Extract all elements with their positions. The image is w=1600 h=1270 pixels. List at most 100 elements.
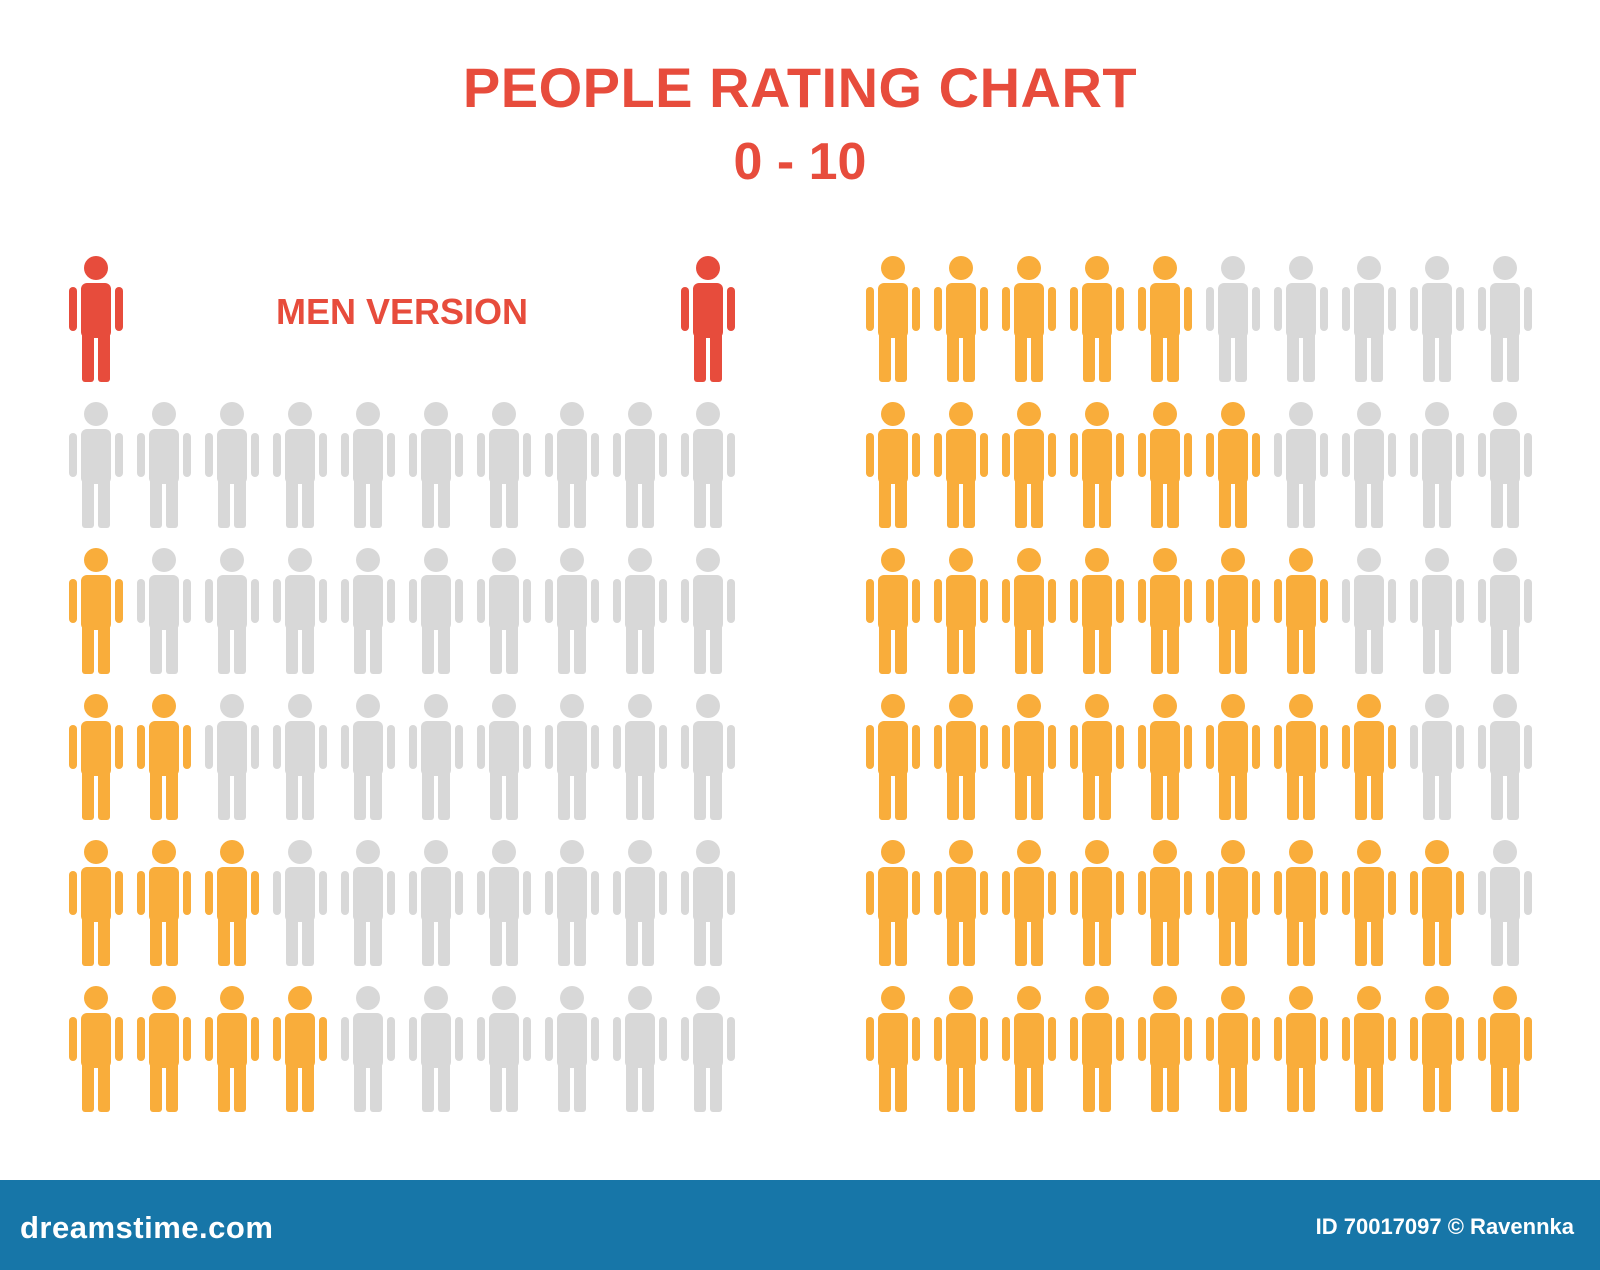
rating-8-person-4-filled-icon <box>1070 694 1124 820</box>
legend-marker-right-icon <box>681 256 735 382</box>
footer-site[interactable]: dreamstime.com <box>20 1210 274 1245</box>
rating-9-person-7-filled-icon <box>1274 840 1328 966</box>
rating-9-person-6-filled-icon <box>1206 840 1260 966</box>
rating-5-person-10-empty-icon <box>1478 256 1532 382</box>
rating-8-person-10-empty-icon <box>1478 694 1532 820</box>
rating-5-person-3-filled-icon <box>1002 256 1056 382</box>
rating-8-person-2-filled-icon <box>934 694 988 820</box>
rating-6-person-8-empty-icon <box>1342 402 1396 528</box>
rating-7-person-8-empty-icon <box>1342 548 1396 674</box>
rating-10-person-2-filled-icon <box>934 986 988 1112</box>
rating-0-person-5-empty-icon <box>341 402 395 528</box>
rating-10-person-3-filled-icon <box>1002 986 1056 1112</box>
rating-6-person-6-filled-icon <box>1206 402 1260 528</box>
rating-2-person-2-filled-icon <box>137 694 191 820</box>
rating-2-person-7-empty-icon <box>477 694 531 820</box>
rating-2-person-5-empty-icon <box>341 694 395 820</box>
rating-1-person-1-filled-icon <box>69 548 123 674</box>
footer-bar: dreamstime.com ID 70017097 © Ravennka <box>0 1180 1600 1270</box>
rating-3-person-8-empty-icon <box>545 840 599 966</box>
rating-10-person-1-filled-icon <box>866 986 920 1112</box>
rating-1-person-9-empty-icon <box>613 548 667 674</box>
rating-5-person-2-filled-icon <box>934 256 988 382</box>
rating-6-person-2-filled-icon <box>934 402 988 528</box>
rating-2-person-8-empty-icon <box>545 694 599 820</box>
rating-10-person-7-filled-icon <box>1274 986 1328 1112</box>
rating-6-person-4-filled-icon <box>1070 402 1124 528</box>
rating-3-person-1-filled-icon <box>69 840 123 966</box>
rating-8-person-7-filled-icon <box>1274 694 1328 820</box>
rating-1-person-5-empty-icon <box>341 548 395 674</box>
rating-2-person-9-empty-icon <box>613 694 667 820</box>
rating-3-person-4-empty-icon <box>273 840 327 966</box>
rating-4-person-5-empty-icon <box>341 986 395 1112</box>
rating-4-person-9-empty-icon <box>613 986 667 1112</box>
rating-10-person-10-filled-icon <box>1478 986 1532 1112</box>
rating-6-person-1-filled-icon <box>866 402 920 528</box>
rating-2-person-3-empty-icon <box>205 694 259 820</box>
rating-9-person-3-filled-icon <box>1002 840 1056 966</box>
footer-credit: ID 70017097 © Ravennka <box>1315 1214 1574 1239</box>
rating-10-person-4-filled-icon <box>1070 986 1124 1112</box>
chart-title: PEOPLE RATING CHART <box>462 56 1138 119</box>
rating-7-person-9-empty-icon <box>1410 548 1464 674</box>
rating-10-person-9-filled-icon <box>1410 986 1464 1112</box>
rating-1-person-7-empty-icon <box>477 548 531 674</box>
rating-5-person-7-empty-icon <box>1274 256 1328 382</box>
pictogram-chart <box>69 256 1532 1112</box>
rating-0-person-2-empty-icon <box>137 402 191 528</box>
rating-9-person-9-filled-icon <box>1410 840 1464 966</box>
rating-7-person-4-filled-icon <box>1070 548 1124 674</box>
rating-2-person-1-filled-icon <box>69 694 123 820</box>
rating-9-person-1-filled-icon <box>866 840 920 966</box>
rating-4-person-10-empty-icon <box>681 986 735 1112</box>
rating-0-person-1-empty-icon <box>69 402 123 528</box>
rating-3-person-6-empty-icon <box>409 840 463 966</box>
rating-4-person-8-empty-icon <box>545 986 599 1112</box>
legend-marker-left-icon <box>69 256 123 382</box>
rating-4-person-1-filled-icon <box>69 986 123 1112</box>
rating-8-person-6-filled-icon <box>1206 694 1260 820</box>
rating-5-person-9-empty-icon <box>1410 256 1464 382</box>
rating-0-person-3-empty-icon <box>205 402 259 528</box>
rating-2-person-10-empty-icon <box>681 694 735 820</box>
rating-5-person-8-empty-icon <box>1342 256 1396 382</box>
rating-8-person-8-filled-icon <box>1342 694 1396 820</box>
rating-6-person-9-empty-icon <box>1410 402 1464 528</box>
rating-2-person-6-empty-icon <box>409 694 463 820</box>
rating-3-person-3-filled-icon <box>205 840 259 966</box>
rating-1-person-8-empty-icon <box>545 548 599 674</box>
rating-1-person-6-empty-icon <box>409 548 463 674</box>
rating-7-person-5-filled-icon <box>1138 548 1192 674</box>
rating-0-person-10-empty-icon <box>681 402 735 528</box>
rating-4-person-6-empty-icon <box>409 986 463 1112</box>
rating-5-person-6-empty-icon <box>1206 256 1260 382</box>
legend-label: MEN VERSION <box>275 291 529 332</box>
rating-3-person-7-empty-icon <box>477 840 531 966</box>
rating-5-person-1-filled-icon <box>866 256 920 382</box>
rating-8-person-3-filled-icon <box>1002 694 1056 820</box>
rating-7-person-7-filled-icon <box>1274 548 1328 674</box>
rating-4-person-3-filled-icon <box>205 986 259 1112</box>
rating-1-person-2-empty-icon <box>137 548 191 674</box>
rating-0-person-9-empty-icon <box>613 402 667 528</box>
rating-0-person-6-empty-icon <box>409 402 463 528</box>
rating-6-person-3-filled-icon <box>1002 402 1056 528</box>
rating-6-person-7-empty-icon <box>1274 402 1328 528</box>
rating-4-person-2-filled-icon <box>137 986 191 1112</box>
rating-7-person-2-filled-icon <box>934 548 988 674</box>
rating-7-person-10-empty-icon <box>1478 548 1532 674</box>
rating-9-person-2-filled-icon <box>934 840 988 966</box>
rating-3-person-2-filled-icon <box>137 840 191 966</box>
rating-7-person-1-filled-icon <box>866 548 920 674</box>
rating-2-person-4-empty-icon <box>273 694 327 820</box>
rating-4-person-7-empty-icon <box>477 986 531 1112</box>
rating-10-person-5-filled-icon <box>1138 986 1192 1112</box>
rating-8-person-9-empty-icon <box>1410 694 1464 820</box>
rating-7-person-3-filled-icon <box>1002 548 1056 674</box>
rating-1-person-3-empty-icon <box>205 548 259 674</box>
rating-6-person-10-empty-icon <box>1478 402 1532 528</box>
rating-1-person-4-empty-icon <box>273 548 327 674</box>
rating-0-person-4-empty-icon <box>273 402 327 528</box>
rating-3-person-10-empty-icon <box>681 840 735 966</box>
